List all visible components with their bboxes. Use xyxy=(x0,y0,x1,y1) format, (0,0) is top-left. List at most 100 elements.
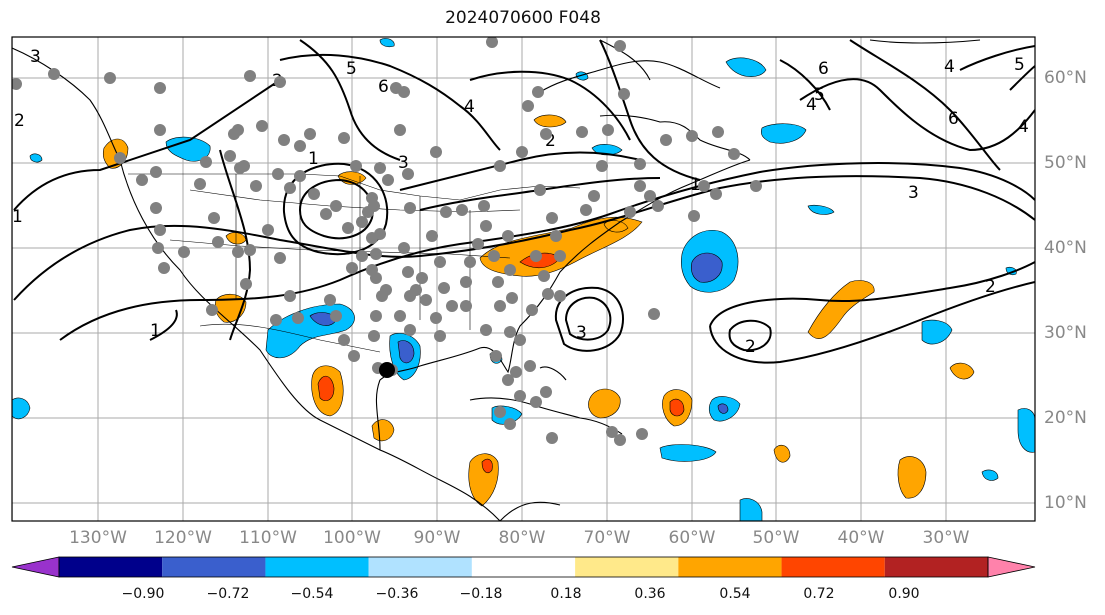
station-marker xyxy=(494,300,506,312)
station-marker xyxy=(440,206,452,218)
station-marker xyxy=(136,174,148,186)
station-marker xyxy=(154,124,166,136)
contour-label: 3 xyxy=(908,183,919,203)
colorbar-tick-label: −0.54 xyxy=(290,586,334,602)
station-marker xyxy=(262,224,274,236)
station-marker xyxy=(728,148,740,160)
station-marker xyxy=(434,256,446,268)
station-marker xyxy=(430,146,442,158)
contour-label: 6 xyxy=(818,59,829,79)
station-marker xyxy=(472,238,484,250)
station-marker xyxy=(150,202,162,214)
station-marker xyxy=(532,86,544,98)
station-marker xyxy=(546,212,558,224)
station-marker xyxy=(404,202,416,214)
colorbar-segments xyxy=(11,556,1036,578)
positive-anomaly-area xyxy=(533,114,567,128)
station-marker xyxy=(370,272,382,284)
negative-anomaly-area xyxy=(1017,408,1035,453)
station-marker xyxy=(154,224,166,236)
station-marker xyxy=(456,204,468,216)
station-marker xyxy=(394,124,406,136)
station-marker xyxy=(614,434,626,446)
station-marker xyxy=(348,350,360,362)
contour-label: 1 xyxy=(690,175,701,195)
positive-anomaly-area xyxy=(773,444,791,463)
station-marker xyxy=(504,264,516,276)
contour-label: 4 xyxy=(944,57,955,77)
station-marker xyxy=(278,134,290,146)
station-marker xyxy=(624,206,636,218)
contour-label: 3 xyxy=(398,153,409,173)
negative-anomaly-area xyxy=(921,319,953,345)
lat-label: 10°N xyxy=(1044,493,1087,513)
station-marker xyxy=(502,230,514,242)
highlighted-station xyxy=(379,362,395,378)
weather-map: 1 1 1 1 2 2 2 2 2 3 3 3 3 4 4 4 4 5 5 5 … xyxy=(11,36,1036,522)
contour-label: 2 xyxy=(545,131,556,151)
station-marker xyxy=(250,180,262,192)
lon-label: 130°W xyxy=(69,528,127,548)
station-marker xyxy=(434,330,446,342)
station-marker xyxy=(224,150,236,162)
contour-label: 5 xyxy=(814,85,825,105)
station-marker xyxy=(502,374,514,386)
station-marker xyxy=(12,78,22,90)
station-marker xyxy=(404,324,416,336)
station-marker xyxy=(644,190,656,202)
station-marker xyxy=(530,396,542,408)
station-marker xyxy=(686,130,698,142)
station-marker xyxy=(398,242,410,254)
positive-anomaly-area xyxy=(669,398,685,417)
station-marker xyxy=(426,230,438,242)
station-marker xyxy=(554,250,566,262)
colorbar-tick-label: 0.54 xyxy=(719,586,751,602)
station-marker xyxy=(346,262,358,274)
station-marker xyxy=(688,210,700,222)
negative-anomaly-area xyxy=(397,340,415,364)
station-marker xyxy=(606,426,618,438)
station-marker xyxy=(516,146,528,158)
positive-anomaly-area xyxy=(949,362,975,380)
station-marker xyxy=(534,184,546,196)
station-marker xyxy=(490,350,502,362)
colorbar-tick-label: −0.36 xyxy=(375,586,419,602)
lat-label: 20°N xyxy=(1044,408,1087,428)
station-marker xyxy=(158,262,170,274)
station-marker xyxy=(244,244,256,256)
station-marker xyxy=(596,160,608,172)
station-marker xyxy=(244,70,256,82)
contour-label: 1 xyxy=(150,321,161,341)
lon-label: 90°W xyxy=(413,528,461,548)
map-title: 2024070600 F048 xyxy=(445,8,601,28)
station-marker xyxy=(710,188,722,200)
station-marker xyxy=(178,246,190,258)
station-marker xyxy=(576,126,588,138)
station-marker xyxy=(530,250,542,262)
station-marker xyxy=(478,200,490,212)
station-marker xyxy=(380,284,392,296)
station-marker xyxy=(430,312,442,324)
station-marker xyxy=(154,82,166,94)
negative-anomaly-area xyxy=(379,38,395,48)
station-marker xyxy=(208,212,220,224)
station-marker xyxy=(356,250,368,262)
station-marker xyxy=(416,272,428,284)
lat-label: 60°N xyxy=(1044,68,1087,88)
colorbar-tick-label: −0.72 xyxy=(206,586,250,602)
negative-anomaly-area xyxy=(807,204,835,215)
contour-label: 3 xyxy=(576,323,587,343)
contour-label: 3 xyxy=(30,47,41,67)
station-marker xyxy=(152,242,164,254)
station-marker xyxy=(420,294,432,306)
station-marker xyxy=(660,134,672,146)
station-marker xyxy=(256,120,268,132)
positive-anomaly-area xyxy=(588,388,621,419)
station-marker xyxy=(394,310,406,322)
colorbar-tick-label: 0.36 xyxy=(634,586,666,602)
contour-label: 2 xyxy=(745,337,756,357)
station-marker xyxy=(274,76,286,88)
contour-label: 5 xyxy=(346,59,357,79)
colorbar-segment xyxy=(368,557,472,577)
station-marker xyxy=(324,294,336,306)
